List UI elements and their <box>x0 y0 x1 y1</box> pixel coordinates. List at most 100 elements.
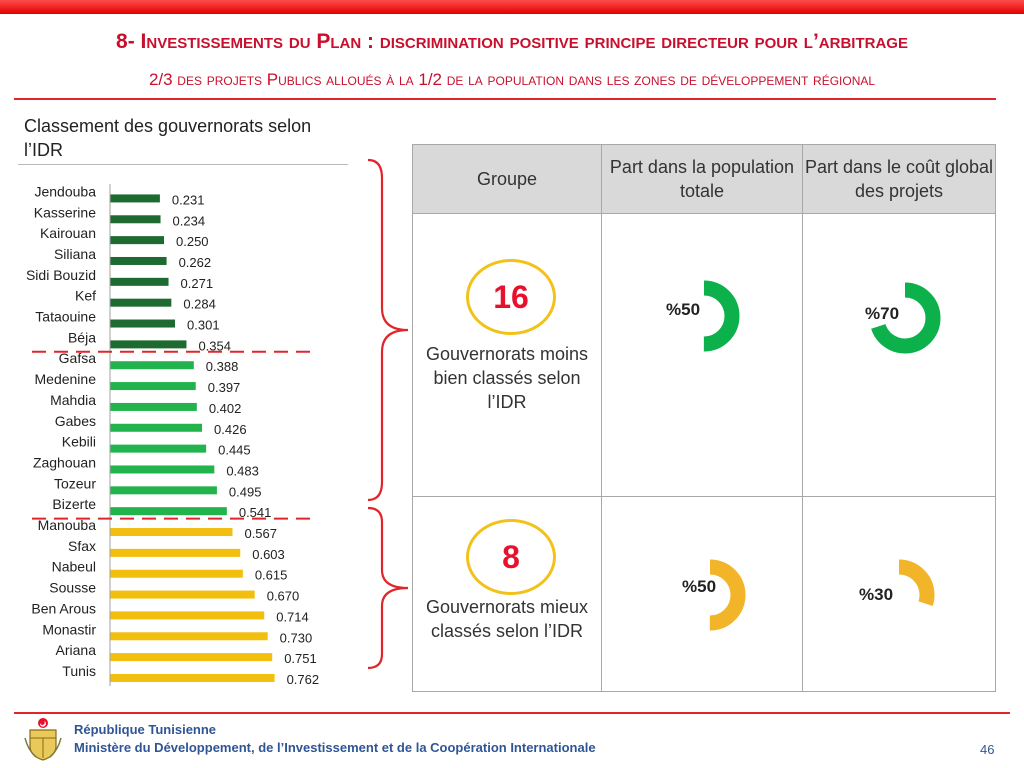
value-label: 0.751 <box>284 651 317 666</box>
cost-donut <box>863 559 935 631</box>
category-label: Ariana <box>56 642 97 658</box>
bar <box>110 611 265 620</box>
header-population: Part dans la population totale <box>601 144 803 214</box>
bar <box>110 528 233 537</box>
idr-bar-chart: Jendouba 0.231 Kasserine 0.234 Kairouan 0.250… <box>26 183 320 686</box>
category-label: Kairouan <box>40 225 96 241</box>
bar <box>110 277 169 286</box>
header-groupe: Groupe <box>412 144 602 214</box>
value-label: 0.730 <box>280 630 313 645</box>
category-label: Kasserine <box>34 204 96 220</box>
bar <box>110 590 255 599</box>
brace-bottom <box>367 506 409 670</box>
bar <box>110 319 176 328</box>
table-row: 16 Gouvernorats moins bien classés selon… <box>412 213 996 497</box>
donut-arc <box>869 282 941 354</box>
category-label: Monastir <box>42 621 96 637</box>
bar <box>110 340 187 349</box>
bar <box>110 465 215 474</box>
value-label: 0.284 <box>183 297 216 312</box>
category-label: Manouba <box>38 517 97 533</box>
donut-arc <box>863 559 935 631</box>
category-label: Sidi Bouzid <box>26 267 96 283</box>
population-donut <box>674 559 746 631</box>
value-label: 0.231 <box>172 192 205 207</box>
value-label: 0.714 <box>276 609 309 624</box>
page-subtitle: 2/3 des projets Publics alloués à la 1/2… <box>148 70 876 89</box>
bar <box>110 402 197 411</box>
cost-cell: %70 <box>802 213 996 497</box>
category-label: Sousse <box>49 580 96 596</box>
chart-title-rule <box>18 164 348 165</box>
category-label: Zaghouan <box>33 454 96 470</box>
value-label: 0.234 <box>173 213 206 228</box>
category-label: Tozeur <box>54 475 96 491</box>
page-title: 8- Investissements du Plan : discriminat… <box>116 30 908 53</box>
category-label: Gabes <box>55 413 96 429</box>
category-label: Siliana <box>54 246 96 262</box>
header-cost: Part dans le coût global des projets <box>802 144 996 214</box>
category-label: Tataouine <box>35 309 96 325</box>
group-cell: 16 Gouvernorats moins bien classés selon… <box>412 213 602 497</box>
group-count-badge: 16 <box>466 259 556 335</box>
bar <box>110 673 275 682</box>
value-label: 0.354 <box>198 338 231 353</box>
value-label: 0.603 <box>252 547 285 562</box>
category-label: Mahdia <box>50 392 96 408</box>
bar <box>110 236 164 245</box>
footer-divider <box>14 712 1010 714</box>
value-label: 0.615 <box>255 568 288 583</box>
cost-cell: %30 <box>802 496 996 692</box>
value-label: 0.426 <box>214 422 247 437</box>
cost-donut <box>869 282 941 354</box>
value-label: 0.567 <box>244 526 277 541</box>
bar <box>110 382 196 391</box>
cost-share-label: %70 <box>865 304 900 323</box>
category-label: Béja <box>68 329 96 345</box>
bar <box>110 548 241 557</box>
population-share-label: %50 <box>666 300 701 319</box>
donut-arc <box>668 280 740 352</box>
top-red-bar <box>0 0 1024 14</box>
footer-ministry: Ministère du Développement, de l’Investi… <box>74 740 596 755</box>
bar <box>110 569 243 578</box>
bar <box>110 361 194 370</box>
bar <box>110 486 217 495</box>
category-label: Kef <box>75 288 96 304</box>
value-label: 0.483 <box>226 463 259 478</box>
table-header-row: Groupe Part dans la population totale Pa… <box>412 144 996 214</box>
tunisia-emblem-icon <box>24 718 62 761</box>
population-donut <box>668 280 740 352</box>
value-label: 0.445 <box>218 443 251 458</box>
category-label: Medenine <box>35 371 97 387</box>
bar <box>110 298 172 307</box>
bar <box>110 507 227 516</box>
value-label: 0.388 <box>206 359 239 374</box>
cost-share-label: %30 <box>859 585 894 604</box>
footer-country: République Tunisienne <box>74 722 217 737</box>
bar <box>110 423 203 432</box>
group-count-badge: 8 <box>466 519 556 595</box>
category-label: Bizerte <box>52 496 96 512</box>
value-label: 0.250 <box>176 234 209 249</box>
bar <box>110 444 207 453</box>
category-label: Nabeul <box>52 559 96 575</box>
brace-top <box>367 158 409 502</box>
population-cell: %50 <box>601 496 803 692</box>
group-table: Groupe Part dans la population totale Pa… <box>412 144 996 692</box>
value-label: 0.670 <box>267 589 300 604</box>
value-label: 0.402 <box>209 401 242 416</box>
category-label: Jendouba <box>34 183 96 199</box>
bar <box>110 215 161 224</box>
bar <box>110 632 268 641</box>
value-label: 0.301 <box>187 318 220 333</box>
donut-arc <box>674 559 746 631</box>
population-cell: %50 <box>601 213 803 497</box>
value-label: 0.762 <box>287 672 320 686</box>
category-label: Tunis <box>62 663 96 679</box>
bar <box>110 653 273 662</box>
value-label: 0.262 <box>179 255 212 270</box>
bar <box>110 256 167 265</box>
group-label: Gouvernorats moins bien classés selon l’… <box>425 344 589 412</box>
category-label: Sfax <box>68 538 96 554</box>
